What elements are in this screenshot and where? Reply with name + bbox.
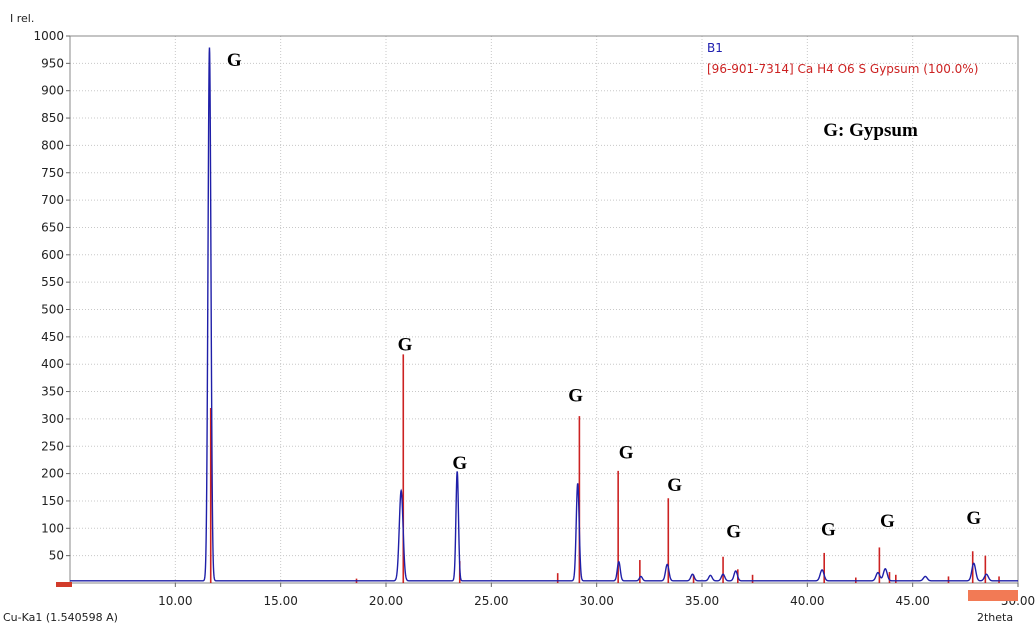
y-tick-label: 700: [41, 193, 64, 207]
y-tick-label: 900: [41, 84, 64, 98]
measured-pattern-line: [70, 47, 1018, 582]
axis-start-marker: [56, 582, 72, 587]
x-tick-label: 45.00: [895, 594, 929, 608]
y-tick-label: 200: [41, 467, 64, 481]
peak-label: G: [880, 511, 895, 532]
y-tick-label: 50: [49, 549, 64, 563]
legend-entry-b1: B1: [707, 41, 723, 55]
legend-annotation: G: Gypsum: [823, 120, 918, 141]
y-tick-label: 300: [41, 412, 64, 426]
x-tick-label: 15.00: [263, 594, 297, 608]
y-axis: 50 100 150 200 250 300 350 400 450 500 550 600 650 70…: [33, 29, 70, 563]
axis-end-marker[interactable]: [968, 590, 1018, 601]
peak-label: G: [452, 453, 467, 474]
peak-label: G: [227, 50, 242, 71]
y-tick-label: 100: [41, 521, 64, 535]
x-tick-label: 35.00: [685, 594, 719, 608]
measured-series: [70, 47, 1018, 582]
y-tick-label: 150: [41, 494, 64, 508]
y-tick-label: 750: [41, 166, 64, 180]
grid: [70, 35, 1019, 583]
peak-label: G: [966, 508, 981, 529]
y-tick-label: 550: [41, 275, 64, 289]
y-tick-label: 450: [41, 330, 64, 344]
y-tick-label: 1000: [33, 29, 64, 43]
x-axis-label: 2theta: [977, 611, 1013, 624]
x-tick-label: 40.00: [790, 594, 824, 608]
x-tick-label: 30.00: [579, 594, 613, 608]
peak-annotations: G G G G G G G G G G G: Gypsum: [227, 50, 981, 543]
reference-series: [209, 354, 1000, 583]
y-tick-label: 800: [41, 138, 64, 152]
peak-label: G: [619, 442, 634, 463]
y-tick-label: 400: [41, 357, 64, 371]
peak-label: G: [568, 385, 583, 406]
y-tick-label: 950: [41, 56, 64, 70]
y-tick-label: 650: [41, 220, 64, 234]
radiation-label: Cu-Ka1 (1.540598 A): [3, 611, 118, 624]
legend-entry-gypsum: [96-901-7314] Ca H4 O6 S Gypsum (100.0%): [707, 62, 978, 76]
x-tick-label: 20.00: [369, 594, 403, 608]
x-tick-label: 25.00: [474, 594, 508, 608]
y-tick-label: 600: [41, 248, 64, 262]
y-tick-label: 500: [41, 303, 64, 317]
y-axis-label: I rel.: [10, 12, 34, 25]
y-tick-label: 350: [41, 385, 64, 399]
peak-label: G: [398, 335, 413, 356]
y-tick-label: 250: [41, 439, 64, 453]
x-tick-label: 10.00: [158, 594, 192, 608]
peak-label: G: [726, 522, 741, 543]
peak-label: G: [821, 519, 836, 540]
y-tick-label: 850: [41, 111, 64, 125]
peak-label: G: [667, 475, 682, 496]
x-axis: 10.00 15.00 20.00 25.00 30.00 35.00 40.00 45.00…: [158, 583, 1035, 608]
